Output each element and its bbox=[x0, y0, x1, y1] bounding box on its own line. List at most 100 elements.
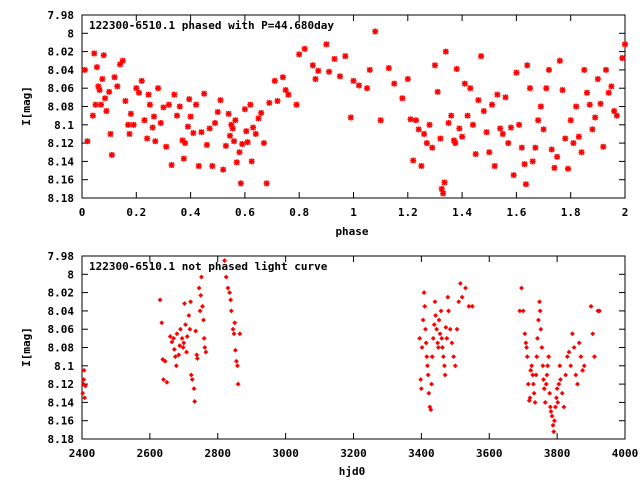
data-point bbox=[176, 103, 183, 110]
data-point bbox=[494, 91, 501, 98]
x-tick-label: 1.2 bbox=[398, 206, 418, 219]
data-point bbox=[469, 121, 476, 128]
data-point bbox=[149, 124, 156, 131]
data-point bbox=[410, 157, 417, 164]
x-tick-label: 1.6 bbox=[506, 206, 526, 219]
data-point bbox=[418, 162, 425, 169]
y-tick-label: 7.98 bbox=[48, 9, 75, 22]
data-point bbox=[172, 354, 178, 360]
data-point bbox=[527, 395, 533, 401]
data-point bbox=[451, 354, 457, 360]
data-point bbox=[188, 299, 194, 305]
y-tick-label: 8.08 bbox=[48, 342, 75, 355]
data-point bbox=[274, 98, 281, 105]
data-point bbox=[568, 363, 574, 369]
data-point bbox=[415, 126, 422, 133]
data-point bbox=[177, 326, 183, 332]
data-point bbox=[108, 151, 115, 158]
y-tick-label: 8.16 bbox=[48, 415, 75, 428]
y-tick-label: 8.1 bbox=[54, 360, 74, 373]
data-point bbox=[499, 130, 506, 137]
data-point bbox=[543, 85, 550, 92]
data-point bbox=[525, 381, 531, 387]
data-point bbox=[255, 115, 262, 122]
x-axis-label: hjd0 bbox=[339, 465, 366, 478]
data-point bbox=[193, 101, 200, 108]
data-point bbox=[191, 386, 197, 392]
data-point bbox=[404, 76, 411, 83]
data-point bbox=[551, 429, 557, 435]
data-point bbox=[412, 117, 419, 124]
y-tick-label: 8.04 bbox=[48, 305, 75, 318]
data-point bbox=[430, 335, 436, 341]
data-point bbox=[491, 162, 498, 169]
x-axis-label: phase bbox=[335, 225, 368, 238]
data-point bbox=[186, 313, 192, 318]
data-point bbox=[315, 67, 322, 74]
data-point bbox=[235, 381, 241, 387]
data-point bbox=[237, 331, 243, 337]
data-point bbox=[222, 142, 229, 149]
data-point bbox=[576, 340, 582, 346]
data-point bbox=[323, 41, 330, 48]
data-point bbox=[578, 149, 585, 156]
data-point bbox=[486, 149, 493, 156]
data-point bbox=[194, 352, 200, 358]
data-point bbox=[155, 85, 162, 92]
data-point bbox=[543, 381, 549, 387]
data-point bbox=[551, 418, 557, 424]
y-tick-label: 8 bbox=[67, 27, 74, 40]
data-point bbox=[229, 125, 236, 132]
data-point bbox=[529, 363, 535, 369]
data-point bbox=[559, 390, 565, 396]
data-point bbox=[146, 101, 153, 108]
x-tick-label: 2600 bbox=[137, 447, 164, 460]
data-point bbox=[164, 379, 170, 385]
data-point bbox=[586, 101, 593, 108]
data-point bbox=[423, 326, 428, 332]
data-point bbox=[537, 103, 544, 110]
data-point bbox=[127, 110, 134, 117]
data-point bbox=[425, 372, 431, 378]
data-point bbox=[243, 128, 250, 135]
y-tick-label: 8.1 bbox=[54, 119, 74, 132]
data-point bbox=[111, 74, 118, 81]
data-point bbox=[230, 326, 236, 332]
data-point bbox=[589, 126, 596, 133]
x-tick-label: 0.8 bbox=[289, 206, 309, 219]
data-point bbox=[418, 377, 424, 382]
data-point bbox=[182, 140, 189, 147]
data-point bbox=[523, 340, 529, 346]
data-point bbox=[622, 41, 628, 48]
data-point bbox=[163, 143, 170, 150]
data-point bbox=[173, 363, 179, 369]
data-point bbox=[526, 85, 533, 92]
y-tick-label: 7.98 bbox=[48, 250, 75, 263]
data-point bbox=[429, 354, 435, 360]
data-point bbox=[590, 331, 596, 337]
data-point bbox=[435, 345, 441, 350]
data-point bbox=[539, 345, 545, 350]
y-tick-label: 8.04 bbox=[48, 64, 75, 77]
data-point bbox=[551, 164, 558, 171]
data-point bbox=[188, 372, 194, 378]
data-point bbox=[174, 331, 180, 337]
data-point bbox=[522, 331, 528, 337]
data-point bbox=[434, 326, 440, 332]
data-point bbox=[150, 113, 157, 120]
data-point bbox=[558, 377, 563, 382]
data-point bbox=[453, 65, 460, 72]
data-point bbox=[81, 367, 87, 373]
x-tick-label: 0.6 bbox=[235, 206, 255, 219]
data-point bbox=[541, 377, 546, 382]
data-point bbox=[237, 180, 244, 187]
data-point bbox=[524, 345, 530, 350]
data-point bbox=[537, 299, 542, 305]
data-point bbox=[82, 395, 88, 401]
data-point bbox=[530, 381, 536, 387]
data-point bbox=[190, 130, 197, 137]
data-point bbox=[583, 89, 590, 96]
data-point bbox=[463, 285, 468, 291]
x-tick-label: 2800 bbox=[205, 447, 232, 460]
